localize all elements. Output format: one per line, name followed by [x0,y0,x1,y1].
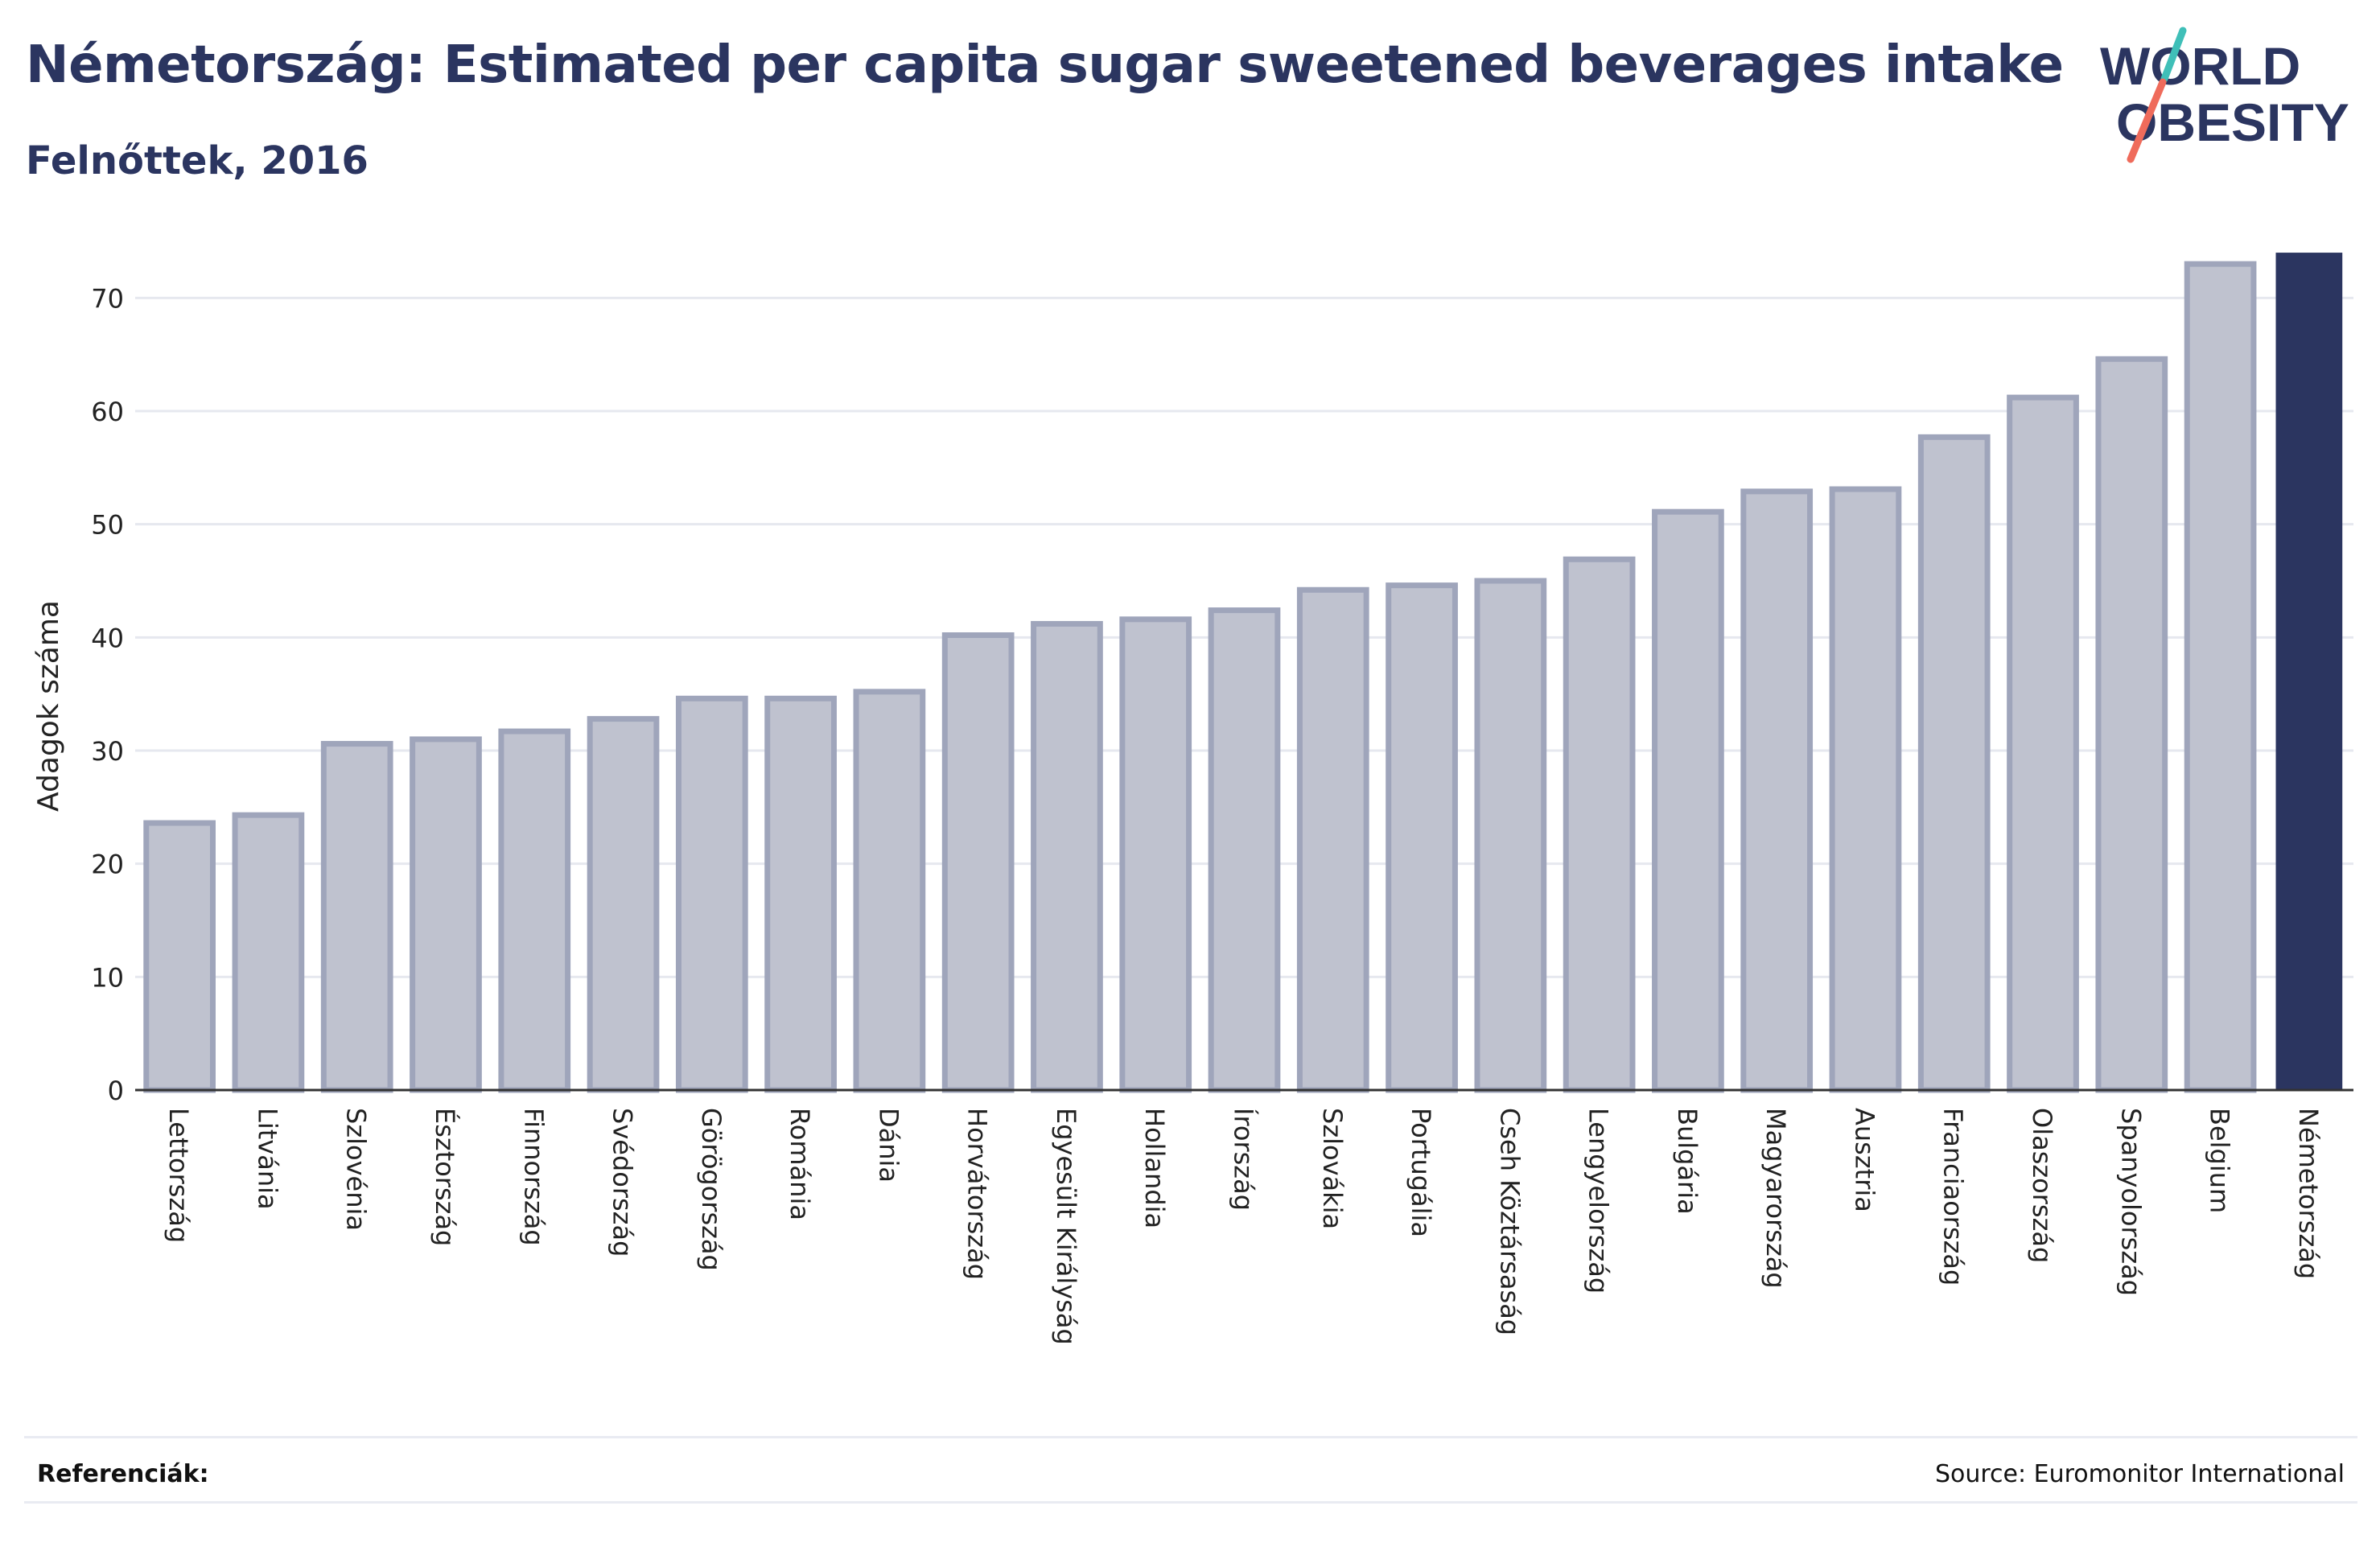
y-tick-label: 30 [91,736,124,767]
bar [941,632,1015,1093]
bar [1563,556,1636,1093]
bar [320,741,393,1093]
x-tick-label: Finnország [518,1108,549,1246]
x-tick-label: Litvánia [252,1108,282,1210]
x-tick-label: Ausztria [1849,1108,1880,1212]
bar [1652,508,1724,1093]
chart-title: Németország: Estimated per capita sugar … [26,35,2064,95]
x-tick-label: Horvátország [962,1108,993,1280]
bar [675,695,748,1093]
x-tick-label: Görögország [696,1108,727,1271]
bar [1119,616,1192,1093]
footer-divider-bottom [24,1501,2357,1504]
logo-text-world: WORLD [2100,36,2300,96]
references-label: Referenciák: [37,1460,209,1488]
bar [143,820,216,1093]
footer-divider-top [24,1436,2357,1438]
x-tick-label: Svédország [607,1108,638,1257]
x-tick-label: Bulgária [1672,1108,1703,1215]
world-obesity-logo: WORLD OBESITY [2100,27,2349,163]
source-note: Source: Euromonitor International [1934,1460,2345,1488]
x-tick-label: Románia [784,1108,815,1220]
bar [1474,578,1547,1093]
x-tick-label: Magyarország [1760,1108,1791,1289]
x-tick-label: Szlovénia [341,1108,372,1231]
x-tick-label: Lengyelország [1583,1108,1614,1294]
x-tick-label: Szlovákia [1317,1108,1348,1229]
x-tick-label: Lettország [163,1108,194,1243]
x-tick-label: Portugália [1406,1108,1436,1237]
y-tick-label: 10 [91,962,124,993]
bar [2007,394,2079,1093]
bar [1031,620,1103,1093]
x-tick-label: Dánia [873,1108,904,1183]
bar [498,728,571,1093]
x-tick-label: Írország [1229,1108,1259,1211]
bar [764,695,837,1093]
x-tick-label: Németország [2293,1108,2324,1279]
chart-subtitle: Felnőttek, 2016 [26,138,369,183]
x-tick-label: Franciaország [1938,1108,1969,1286]
x-tick-label: Hollandia [1139,1108,1170,1228]
bar [1829,486,1902,1093]
bar [587,716,660,1093]
bar [2184,261,2257,1093]
x-tick-label: Észtország [430,1108,460,1246]
bar [1917,434,1991,1093]
x-tick-label: Spanyolország [2115,1108,2146,1296]
logo-slash-coral [2127,78,2167,163]
x-tick-label: Egyesült Királyság [1051,1108,1081,1345]
bar [853,689,926,1093]
x-tick-label: Cseh Köztársaság [1494,1108,1525,1335]
bar [2095,356,2168,1093]
y-tick-label: 40 [91,623,124,653]
bar [1386,582,1458,1093]
bar [232,812,305,1093]
bar [1296,586,1369,1093]
y-tick-label: 70 [91,283,124,314]
bar [1208,607,1281,1093]
bar [410,736,482,1093]
y-tick-label: 50 [91,510,124,541]
bar [1740,488,1814,1093]
y-tick-label: 0 [108,1076,124,1106]
x-tick-label: Olaszország [2027,1108,2057,1263]
y-axis-label: Adagok száma [32,600,65,812]
bar [2275,253,2343,1091]
y-tick-label: 60 [91,397,124,427]
x-tick-label: Belgium [2205,1108,2235,1213]
logo-slash-teal [2160,27,2187,83]
y-tick-label: 20 [91,850,124,880]
